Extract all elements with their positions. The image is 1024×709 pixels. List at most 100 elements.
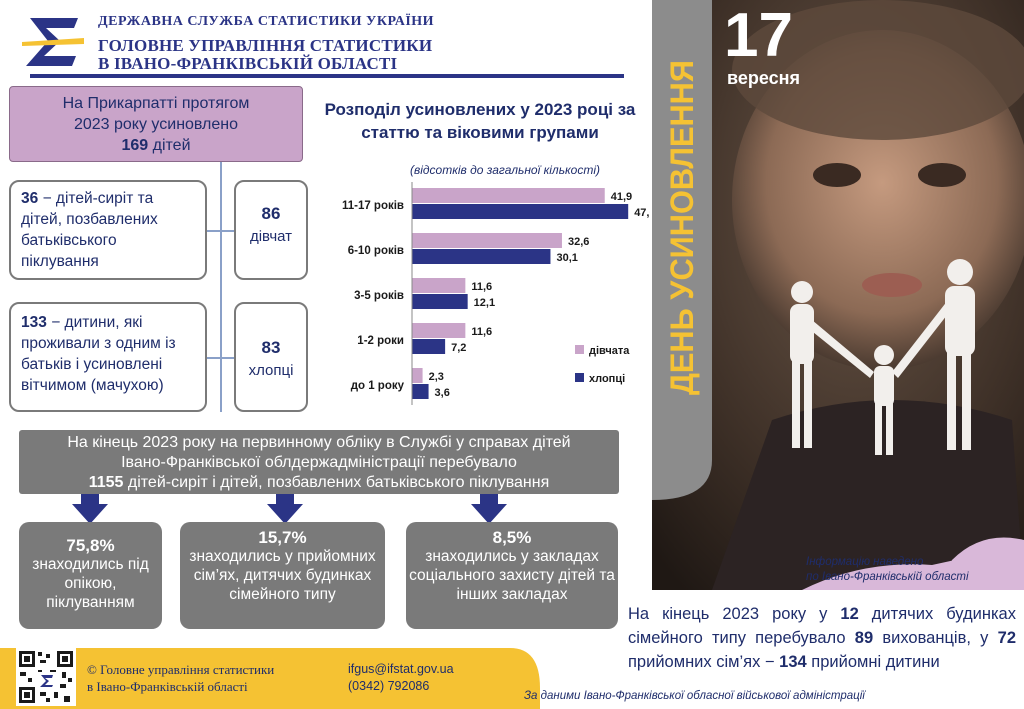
box-text: знаходились у прийомних сім’ях, дитячих … — [189, 548, 376, 603]
summary-line2: 2023 року усиновлено — [73, 116, 239, 133]
bar-хлопці — [412, 249, 551, 264]
phone-number: (0342) 792086 — [348, 679, 430, 693]
foster-text-part: На кінець 2023 року у — [628, 605, 828, 623]
bar-хлопці — [412, 204, 629, 219]
foster-text-part: дитячих будинках сімейного типу перебува… — [628, 605, 1016, 647]
org-name-line2: ГОЛОВНЕ УПРАВЛІННЯ СТАТИСТИКИ — [98, 36, 433, 55]
summary-line1: На Прикарпатті протягом — [62, 95, 250, 112]
copyright: © Головне управління статистики в Івано-… — [87, 661, 274, 695]
connector-line — [207, 230, 234, 232]
foster-text-part: прийомних сім’ях − — [628, 653, 775, 671]
data-label: 12,1 — [474, 297, 495, 309]
footer-curve — [440, 648, 540, 709]
legend-label: дівчата — [589, 345, 630, 357]
foster-families-count: 72 — [997, 629, 1016, 647]
info-note: Інформацію наведено по Івано-Франківські… — [806, 555, 1016, 585]
stepparent-count: 133 — [21, 314, 47, 331]
foster-homes-note: На кінець 2023 року у 12 дитячих будинка… — [628, 602, 1016, 674]
boys-label: хлопці — [248, 362, 294, 379]
summary-count: 169 — [121, 137, 149, 154]
arrow-shaft — [81, 494, 99, 506]
box-text: знаходились у закладах соціального захис… — [409, 548, 615, 603]
orphans-registry-banner: На кінець 2023 року на первинному обліку… — [19, 430, 619, 494]
box-percent: 15,7% — [258, 528, 307, 547]
box-percent: 75,8% — [66, 536, 115, 555]
day-month: вересня — [727, 68, 800, 88]
header-rule — [30, 74, 624, 78]
org-name-line1: ДЕРЖАВНА СЛУЖБА СТАТИСТИКИ УКРАЇНИ — [98, 14, 435, 29]
box-percent: 8,5% — [492, 528, 532, 547]
down-arrow-icon — [72, 504, 108, 524]
bar-дівчата — [412, 323, 466, 338]
info-note-line1: Інформацію наведено — [806, 556, 924, 568]
banner-line2: Івано-Франківської облдержадміністрації … — [121, 454, 517, 471]
email-link[interactable]: ifgus@ifstat.gov.ua — [348, 662, 454, 676]
institutions-box: 8,5% знаходились у закладах соціального … — [406, 522, 618, 629]
adopted-summary: На Прикарпатті протягом 2023 року усинов… — [9, 86, 303, 162]
orphans-count: 36 — [21, 190, 39, 207]
qr-code-icon — [16, 648, 76, 706]
data-label: 41,9 — [611, 191, 632, 203]
data-label: 30,1 — [556, 252, 577, 264]
foster-text-part: прийомні дитини — [811, 653, 940, 671]
bar-хлопці — [412, 384, 429, 399]
girls-count: 86 — [261, 204, 281, 223]
stepparent-box: 133 − дитини, які проживали з одним із б… — [9, 302, 207, 412]
guardianship-box: 75,8% знаходились під опікою, піклування… — [19, 522, 162, 629]
bar-хлопці — [412, 339, 446, 354]
bar-дівчата — [412, 233, 562, 248]
data-label: 3,6 — [435, 387, 450, 399]
legend-swatch — [575, 373, 584, 382]
svg-text:ДЕНЬ УСИНОВЛЕННЯ: ДЕНЬ УСИНОВЛЕННЯ — [664, 60, 700, 395]
data-label: 47,0 — [634, 207, 650, 219]
girls-label: дівчат — [249, 228, 293, 245]
data-label: 32,6 — [568, 236, 589, 248]
connector-line — [207, 357, 234, 359]
bar-дівчата — [412, 188, 605, 203]
category-label: до 1 року — [351, 380, 405, 392]
category-label: 3-5 років — [354, 290, 404, 302]
pupils-count: 89 — [854, 629, 874, 647]
bar-дівчата — [412, 368, 423, 383]
category-label: 6-10 років — [348, 245, 404, 257]
boys-count: 83 — [261, 338, 281, 357]
contacts: ifgus@ifstat.gov.ua (0342) 792086 — [348, 661, 454, 695]
stepparent-text: − дитини, які проживали з одним із батьк… — [21, 314, 176, 394]
data-label: 11,6 — [471, 281, 492, 293]
arrow-shaft — [276, 494, 294, 506]
legend-label: хлопці — [589, 373, 625, 385]
arrow-shaft — [480, 494, 498, 506]
banner-count: 1155 — [88, 474, 124, 491]
day-number: 17 — [724, 1, 793, 70]
data-label: 11,6 — [471, 326, 492, 338]
bar-дівчата — [412, 278, 466, 293]
org-name-line3: В ІВАНО-ФРАНКІВСЬКІЙ ОБЛАСТІ — [98, 54, 398, 73]
day-title: ДЕНЬ УСИНОВЛЕННЯ — [664, 60, 700, 395]
summary-unit: дітей — [152, 137, 191, 154]
down-arrow-icon — [471, 504, 507, 524]
down-arrow-icon — [267, 504, 303, 524]
category-label: 11-17 років — [342, 200, 404, 212]
data-label: 7,2 — [451, 342, 466, 354]
footer-band — [0, 648, 510, 709]
data-label: 2,3 — [429, 371, 444, 383]
sigma-logo — [22, 18, 84, 66]
copyright-line2: в Івано-Франківській області — [87, 679, 248, 694]
foster-text-part: вихованців, у — [882, 629, 989, 647]
data-source: За даними Івано-Франківської обласної ві… — [524, 690, 865, 702]
banner-line3: дітей-сиріт і дітей, позбавлених батьків… — [127, 474, 550, 491]
bar-хлопці — [412, 294, 468, 309]
legend-swatch — [575, 345, 584, 354]
info-note-line2: по Івано-Франківській області — [806, 571, 969, 583]
child-with-paper-family-photo — [652, 0, 1024, 590]
chart-subtitle: (відсотків до загальної кількості) — [410, 163, 601, 177]
banner-line1: На кінець 2023 року на первинному обліку… — [67, 434, 571, 451]
foster-children-count: 134 — [779, 653, 807, 671]
age-sex-bar-chart: 11-17 років 41,947,0 6-10 років 32,6 30,1 3-5… — [342, 182, 650, 405]
family-homes-count: 12 — [840, 605, 859, 623]
title-strip — [652, 0, 712, 500]
orphans-text: − дітей-сиріт та дітей, позбавлених бать… — [21, 190, 158, 270]
foster-families-box: 15,7% знаходились у прийомних сім’ях, ди… — [180, 522, 385, 629]
orphans-box: 36 − дітей-сиріт та дітей, позбавлених б… — [9, 180, 207, 280]
box-text: знаходились під опікою, піклуванням — [32, 556, 149, 611]
